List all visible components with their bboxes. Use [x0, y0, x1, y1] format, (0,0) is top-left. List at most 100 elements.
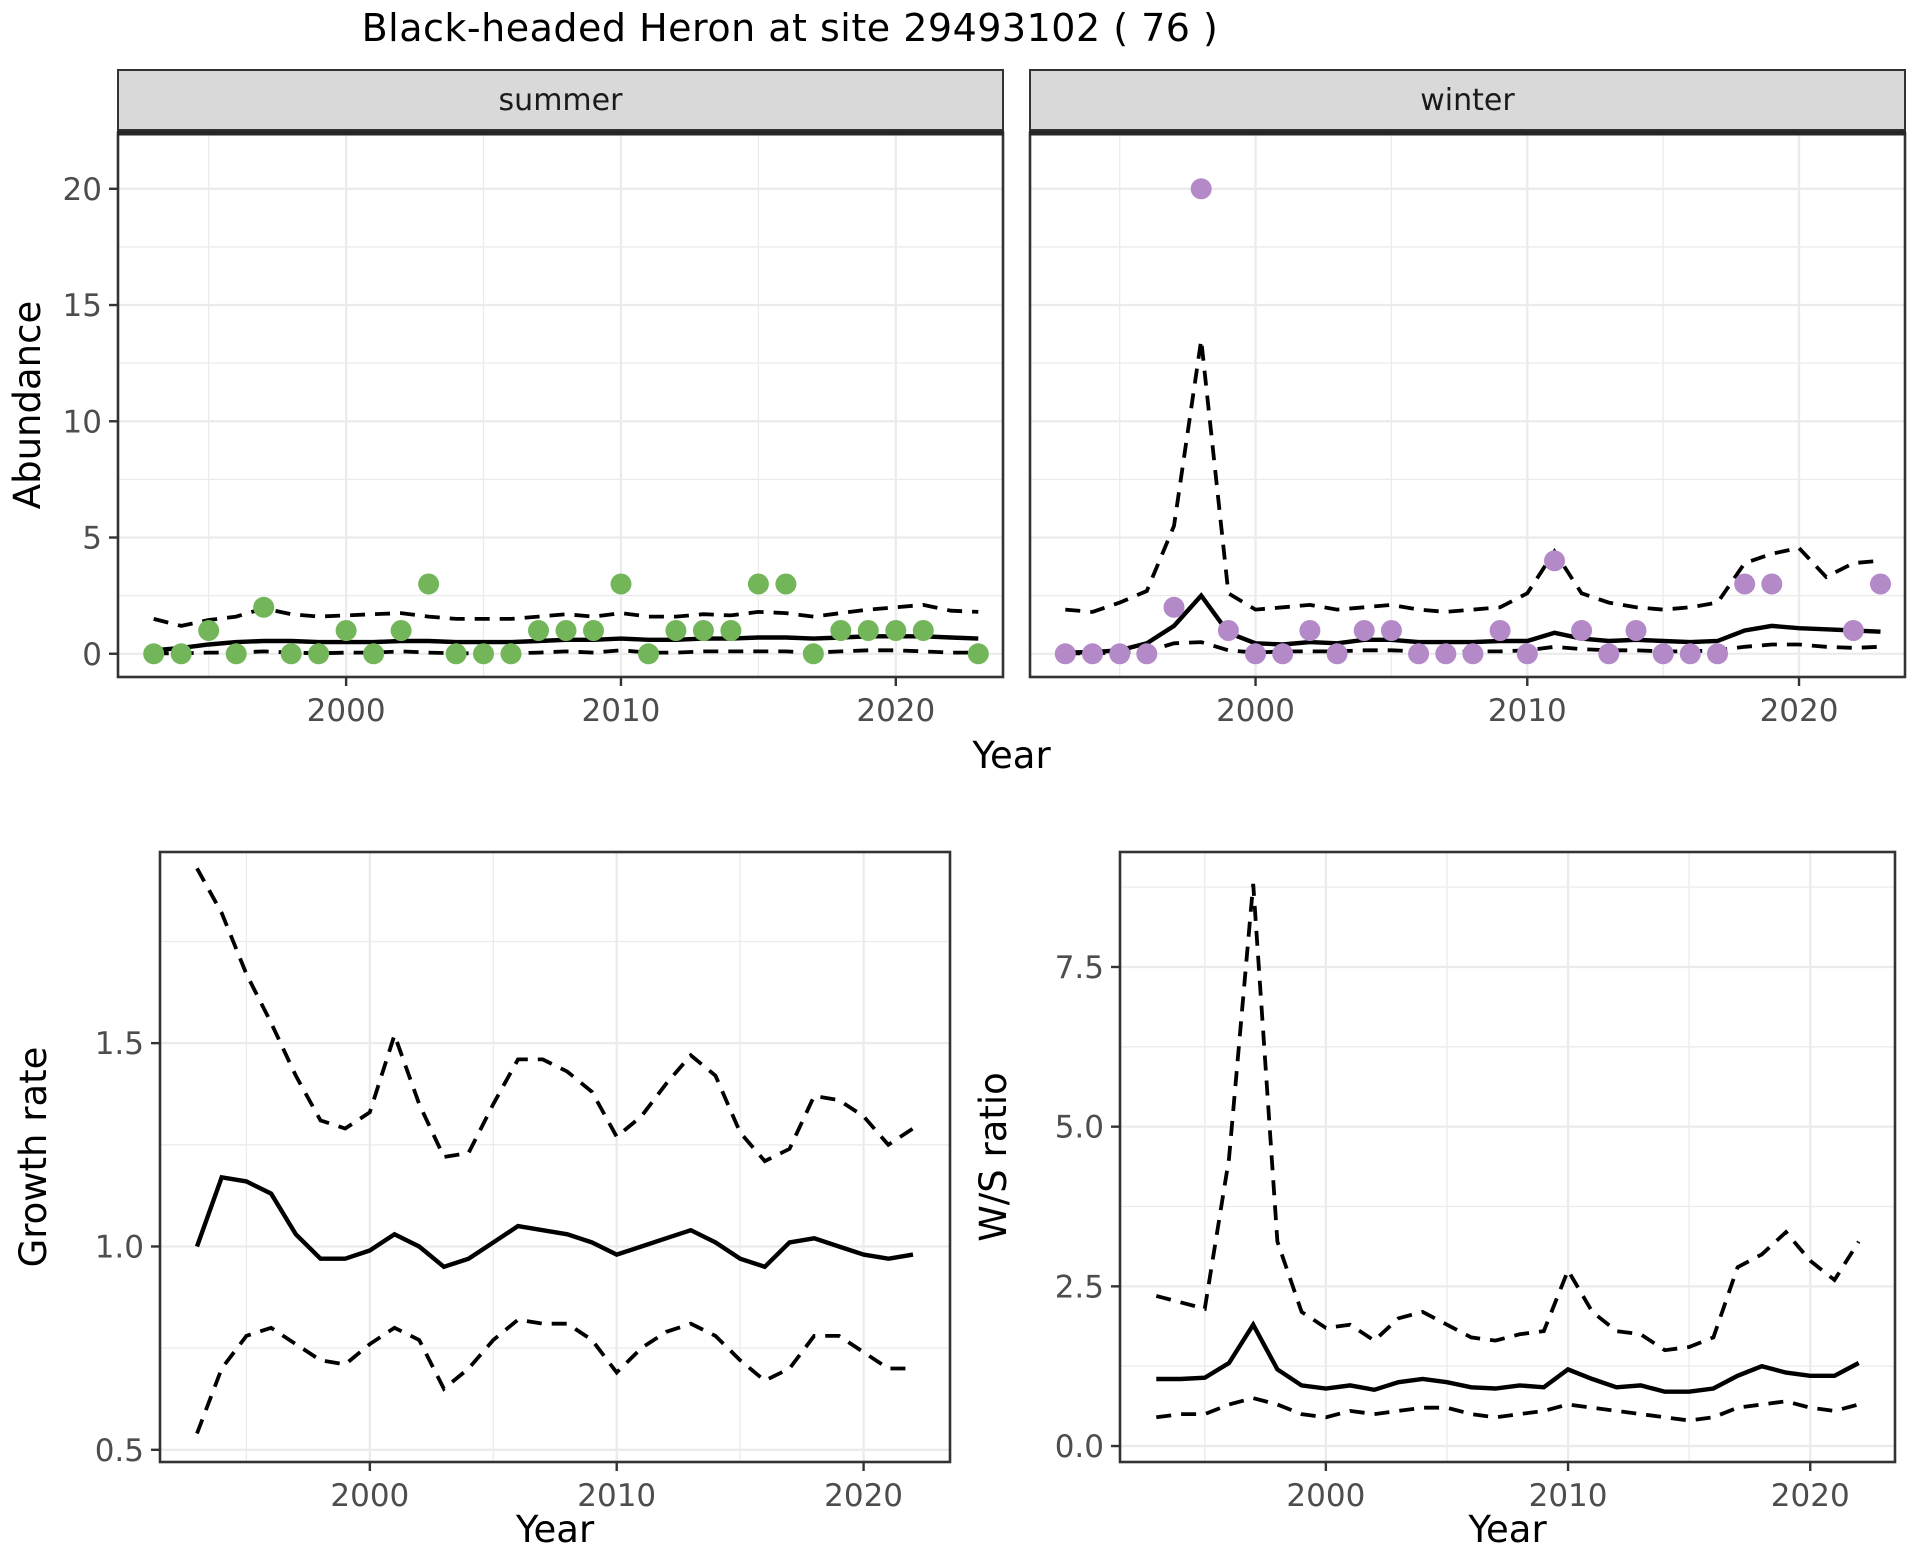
y-tick-label: 20	[63, 172, 102, 208]
facet-strip	[117, 69, 1004, 131]
y-axis-title: Growth rate	[12, 1047, 55, 1268]
y-tick-label: 15	[63, 288, 102, 324]
observation-point	[555, 620, 577, 641]
panel-abundance-winter: winter 2000 2010 2020	[1028, 69, 1907, 729]
y-tick-label: 1.0	[95, 1229, 144, 1265]
observation-point	[335, 620, 357, 641]
observation-point	[1652, 643, 1674, 665]
y-tick-label: 5.0	[1055, 1110, 1104, 1146]
y-axis-title: Abundance	[6, 301, 49, 509]
mean-line	[194, 1174, 914, 1270]
observation-point	[1353, 620, 1375, 641]
observation-point	[1408, 643, 1430, 665]
observation-point	[390, 620, 412, 641]
plot-title: Black-headed Heron at site 29493102 ( 76…	[361, 6, 1219, 50]
x-tick-label: 2020	[824, 1478, 903, 1514]
observation-point	[280, 643, 302, 665]
y-tick-label: 7.5	[1055, 950, 1104, 986]
x-tick-label: 2000	[307, 693, 386, 729]
x-axis-title: Year	[971, 734, 1051, 777]
observation-point	[1136, 643, 1158, 665]
observation-point	[830, 620, 852, 641]
x-axis-title: Year	[515, 1508, 595, 1551]
observation-point	[1544, 550, 1565, 572]
panel-border	[158, 850, 952, 1464]
observation-point	[720, 620, 742, 641]
observation-point	[143, 643, 165, 665]
observation-point	[1734, 573, 1756, 595]
y-tick-label: 1.5	[95, 1026, 144, 1062]
observation-point	[1598, 643, 1620, 665]
x-tick-label: 2010	[1488, 693, 1567, 729]
observation-point	[1054, 643, 1076, 665]
abundance-faceted-plot: summer 2000 2010 2020 0 5 10 15 20 winter 2000 2010…	[6, 69, 1907, 777]
observation-point	[1163, 596, 1185, 618]
observation-point	[198, 620, 220, 641]
x-axis-title: Year	[1467, 1508, 1547, 1551]
observation-point	[747, 573, 769, 595]
observation-point	[1571, 620, 1593, 641]
observation-point	[692, 620, 714, 641]
ci-upper-line	[195, 867, 915, 1164]
observation-point	[418, 573, 440, 595]
y-tick-label: 0	[82, 637, 102, 673]
mean-line	[1156, 1320, 1860, 1394]
x-tick-label: 2010	[1529, 1478, 1608, 1514]
observation-point	[1082, 643, 1103, 665]
observation-point	[1761, 573, 1783, 595]
observation-point	[1707, 643, 1728, 665]
ci-upper-line	[1155, 883, 1861, 1353]
observation-point	[885, 620, 907, 641]
x-tick-label: 2020	[1760, 693, 1839, 729]
x-tick-label: 2020	[1771, 1478, 1850, 1514]
observation-point	[253, 596, 275, 618]
observation-point	[610, 573, 632, 595]
ci-upper-line	[1065, 339, 1881, 614]
observation-point	[1679, 643, 1701, 665]
observation-point	[1625, 620, 1647, 641]
x-tick-label: 2010	[582, 693, 661, 729]
x-tick-label: 2000	[1286, 1478, 1365, 1514]
ws-ratio-plot: 2000 2010 2020 0.0 2.5 5.0 7.5 W/S ratio Year	[972, 850, 1897, 1551]
observation-point	[1190, 178, 1212, 200]
x-tick-label: 2000	[330, 1478, 409, 1514]
facet-strip-label: winter	[1420, 83, 1515, 118]
mean-line	[1065, 592, 1881, 655]
observation-point	[1516, 643, 1538, 665]
observation-point	[1462, 643, 1484, 665]
observation-point	[473, 643, 494, 665]
x-tick-label: 2000	[1216, 693, 1295, 729]
observation-point	[1245, 643, 1266, 665]
y-tick-label: 0.0	[1055, 1429, 1104, 1465]
observation-point	[1489, 620, 1511, 641]
observation-point	[1299, 620, 1321, 641]
panel-border	[1118, 850, 1897, 1464]
x-tick-label: 2020	[856, 693, 935, 729]
observation-point	[1435, 643, 1457, 665]
observation-point	[1326, 643, 1348, 665]
observation-point	[500, 643, 522, 665]
facet-strip	[1029, 69, 1906, 131]
observation-point	[225, 643, 247, 665]
x-tick-label: 2010	[577, 1478, 656, 1514]
observation-point	[583, 620, 604, 641]
facet-strip-label: summer	[499, 83, 624, 118]
observation-point	[170, 643, 192, 665]
observation-point	[775, 573, 797, 595]
observation-point	[1109, 643, 1131, 665]
observation-point	[1217, 620, 1239, 641]
observation-point	[445, 643, 467, 665]
growth-rate-plot: 2000 2010 2020 0.5 1.0 1.5 Growth rate Year	[12, 850, 952, 1551]
panel-ws-ratio: 2000 2010 2020 0.0 2.5 5.0 7.5	[1055, 850, 1897, 1514]
observation-point	[1870, 573, 1891, 595]
observation-point	[1842, 620, 1864, 641]
observation-point	[967, 643, 989, 665]
y-tick-label: 5	[82, 521, 102, 557]
observation-point	[363, 643, 385, 665]
observation-point	[1380, 620, 1402, 641]
y-tick-label: 0.5	[95, 1433, 144, 1469]
observation-point	[308, 643, 330, 665]
observation-point	[857, 620, 879, 641]
observation-point	[912, 620, 934, 641]
